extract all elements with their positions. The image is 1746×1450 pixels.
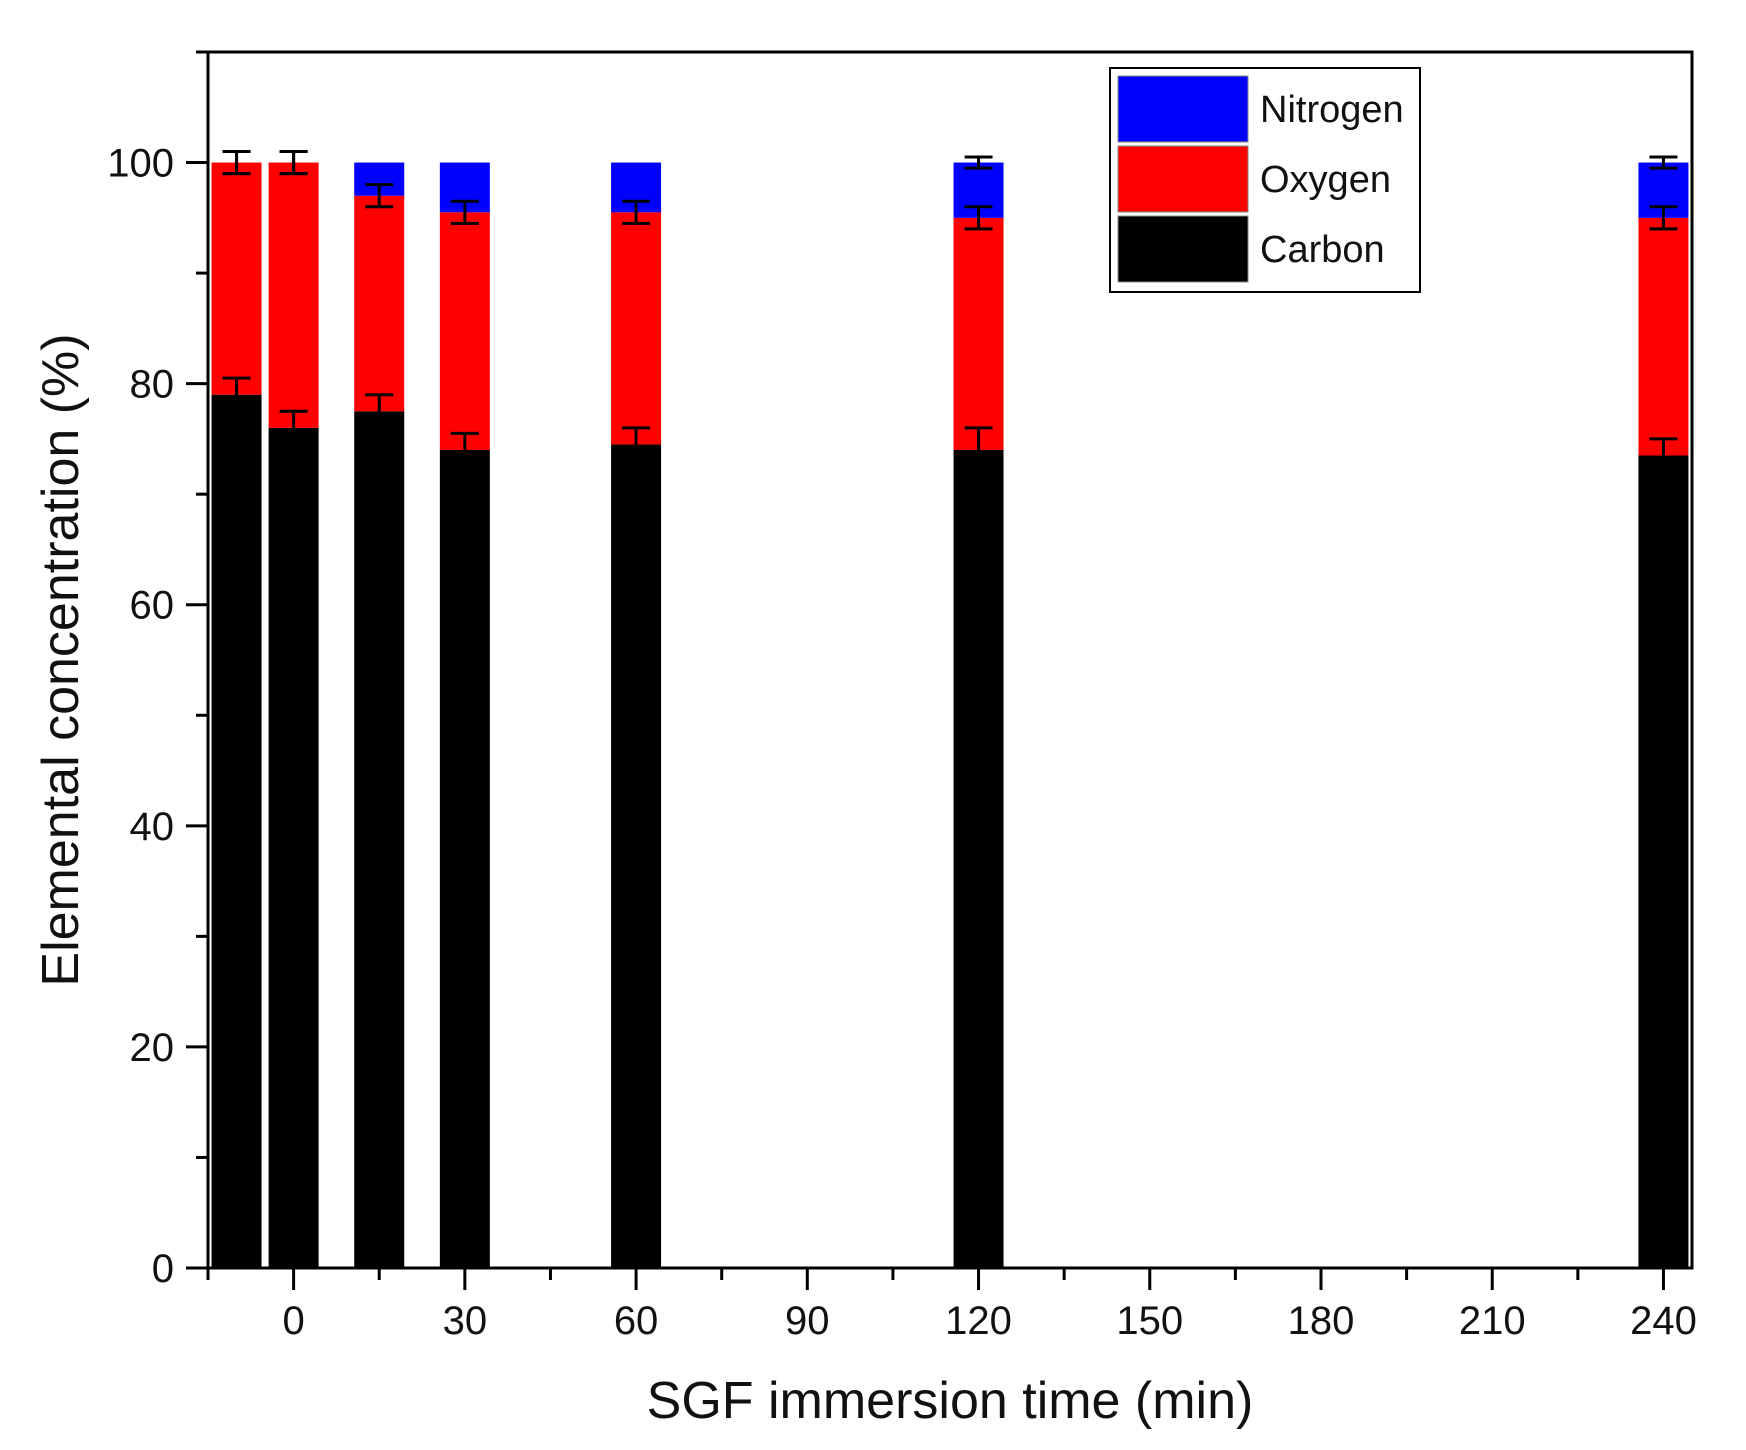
bar-carbon-6 [1638,455,1689,1268]
bar-oxygen-5 [953,217,1004,450]
bar-oxygen-2 [354,195,405,412]
bar-oxygen-6 [1638,217,1689,456]
y-tick-label: 60 [130,584,175,628]
y-tick-label: 100 [107,142,174,186]
x-tick-label: 120 [945,1299,1012,1343]
plot-frame [206,50,1694,1270]
x-tick-label: 90 [785,1299,830,1343]
bar-oxygen-0 [211,162,262,395]
y-tick-label: 20 [130,1026,175,1070]
bar-carbon-4 [611,444,662,1268]
legend-label-nitrogen: Nitrogen [1260,89,1404,131]
bar-carbon-1 [268,427,319,1268]
x-tick-label: 180 [1288,1299,1355,1343]
bar-carbon-0 [211,394,262,1268]
bar-carbon-3 [439,449,490,1268]
y-tick-label: 0 [152,1247,174,1291]
bar-oxygen-4 [611,212,662,445]
x-tick-label: 0 [282,1299,304,1343]
legend-label-oxygen: Oxygen [1260,159,1391,201]
x-tick-label: 60 [614,1299,659,1343]
legend-swatch-carbon [1117,215,1249,283]
legend-swatch-oxygen [1117,145,1249,213]
legend-swatch-nitrogen [1117,75,1249,143]
x-axis-title: SGF immersion time (min) [647,1372,1254,1430]
x-tick-label: 150 [1116,1299,1183,1343]
y-tick-label: 40 [130,805,175,849]
bar-carbon-2 [354,411,405,1269]
bar-oxygen-3 [439,212,490,450]
x-tick-label: 210 [1459,1299,1526,1343]
x-tick-label: 240 [1630,1299,1697,1343]
bar-oxygen-1 [268,162,319,428]
y-tick-label: 80 [130,363,175,407]
y-axis-title: Elemental concentration (%) [32,333,90,986]
x-tick-label: 30 [443,1299,488,1343]
legend-label-carbon: Carbon [1260,229,1385,271]
bar-carbon-5 [953,449,1004,1268]
